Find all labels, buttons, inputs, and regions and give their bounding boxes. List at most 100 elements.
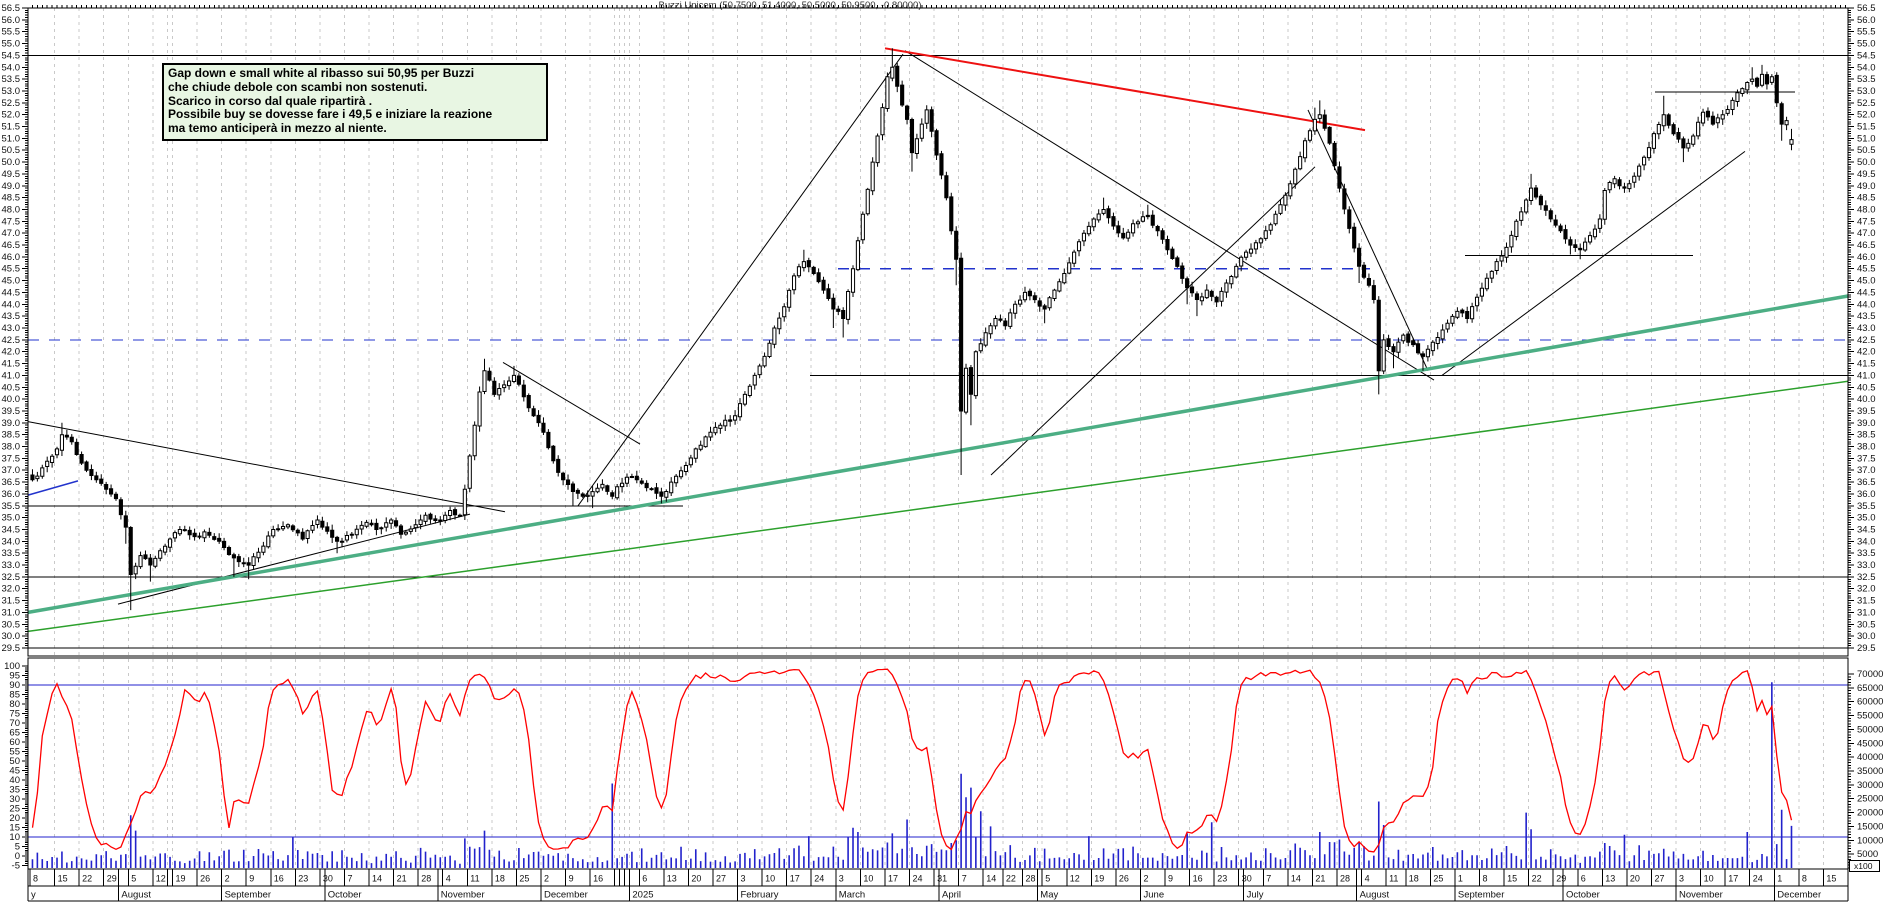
price-axis-label: 32.5 [2, 572, 21, 583]
price-axis-label: 38.5 [1857, 430, 1876, 441]
candles-down [30, 65, 1784, 575]
triangle-down[interactable] [904, 50, 1435, 381]
price-axis-label: 44.0 [2, 299, 21, 310]
price-axis-label: 53.5 [2, 74, 21, 85]
analysis-note-line: Scarico in corso dal quale ripartirà . [168, 93, 373, 108]
price-axis-label: 34.5 [1857, 525, 1876, 536]
price-axis-label: 43.0 [1857, 323, 1876, 334]
price-axis-label: 30.0 [2, 631, 21, 642]
price-axis-label: 47.5 [1857, 216, 1876, 227]
week-tick-label: 3 [839, 874, 844, 884]
price-axis-label: 35.0 [1857, 513, 1876, 524]
week-tick-label: 2 [1144, 874, 1149, 884]
price-axis-label: 31.5 [2, 596, 21, 607]
oscillator-axis-label: 50 [9, 756, 20, 767]
oscillator-axis-label: 25 [9, 804, 20, 815]
volume-axis-label: 25000 [1857, 794, 1883, 805]
price-axis-label: 32.0 [2, 584, 21, 595]
volume-multiplier-label: x100 [1854, 861, 1873, 871]
oscillator-axis-label: 95 [9, 671, 20, 682]
volume-axis-label: 15000 [1857, 821, 1883, 832]
week-tick-label: 4 [1365, 874, 1370, 884]
blue-segment[interactable] [27, 480, 79, 496]
week-tick-label: 28 [1340, 874, 1350, 884]
week-tick-label: 16 [1193, 874, 1203, 884]
price-axis-label: 47.0 [1857, 228, 1876, 239]
price-axis-label: 48.0 [1857, 205, 1876, 216]
triangle-up[interactable] [990, 166, 1316, 476]
week-tick-label: 22 [1006, 874, 1016, 884]
oscillator-axis-label: 60 [9, 737, 20, 748]
week-tick-label: 17 [1728, 874, 1738, 884]
week-tick-label: 22 [1532, 874, 1542, 884]
volume-axis-label: 20000 [1857, 808, 1883, 819]
price-axis-label: 31.0 [1857, 607, 1876, 618]
price-axis-label: 29.5 [1857, 643, 1876, 654]
week-tick-label: 28 [1026, 874, 1036, 884]
price-axis-label: 36.0 [1857, 489, 1876, 500]
july-breakdown[interactable] [1307, 109, 1429, 371]
price-axis-label: 32.0 [1857, 584, 1876, 595]
month-label: February [741, 890, 779, 901]
price-axis-label: 46.5 [2, 240, 21, 251]
price-axis-label: 40.0 [2, 394, 21, 405]
month-label: December [544, 890, 588, 901]
price-axis-label: 32.5 [1857, 572, 1876, 583]
price-axis-label: 39.0 [2, 418, 21, 429]
week-tick-label: 8 [1802, 874, 1807, 884]
oscillator-axis-label: 35 [9, 785, 20, 796]
price-axis-label: 43.5 [1857, 311, 1876, 322]
price-axis-label: 39.5 [1857, 406, 1876, 417]
autumn-support[interactable] [1441, 150, 1746, 376]
week-tick-label: 4 [446, 874, 451, 884]
oscillator-axis-label: 75 [9, 709, 20, 720]
price-axis-label: 39.0 [1857, 418, 1876, 429]
analysis-note[interactable]: Gap down e small white al ribasso sui 50… [162, 63, 548, 141]
green-support-minor[interactable] [27, 380, 1849, 633]
week-tick-label: 15 [1507, 874, 1517, 884]
week-tick-label: 11 [470, 874, 479, 884]
week-tick-label: 28 [421, 874, 431, 884]
price-axis-label: 49.0 [2, 181, 21, 192]
price-axis-label: 54.0 [1857, 62, 1876, 73]
volume-bars [31, 682, 1793, 868]
price-axis-label: 56.0 [2, 15, 21, 26]
week-tick-label: 3 [741, 874, 746, 884]
price-axis-label: 37.0 [2, 465, 21, 476]
price-axis-label: 42.0 [1857, 347, 1876, 358]
week-tick-label: 27 [1655, 874, 1665, 884]
price-axis-label: 42.0 [2, 347, 21, 358]
oscillator-axis-label: 40 [9, 775, 20, 786]
oscillator-axis-label: 10 [9, 832, 20, 843]
price-axis-label: 35.5 [1857, 501, 1876, 512]
week-tick-label: 8 [1483, 874, 1488, 884]
price-axis-label: 41.0 [2, 370, 21, 381]
oscillator-axis-label: 90 [9, 680, 20, 691]
oscillator-line [31, 668, 1793, 853]
price-axis-label: 55.0 [1857, 39, 1876, 50]
week-tick-label: 24 [913, 874, 923, 884]
wedge-down-2024[interactable] [27, 421, 506, 513]
oscillator-axis-label: 70 [9, 718, 20, 729]
oscillator-axis-label: 30 [9, 794, 20, 805]
month-label: March [839, 890, 865, 901]
rally-trend[interactable] [577, 53, 904, 507]
week-tick-label: 11 [1389, 874, 1398, 884]
week-tick-label: 7 [348, 874, 353, 884]
price-axis-label: 37.5 [1857, 453, 1876, 464]
week-tick-label: 31 [937, 874, 947, 884]
oscillator-axis-label: 100 [4, 661, 20, 672]
green-support-major[interactable] [27, 294, 1849, 615]
red-resistance[interactable] [884, 47, 1366, 132]
week-tick-label: 10 [863, 874, 873, 884]
week-tick-label: 7 [1266, 874, 1271, 884]
price-axis-label: 48.0 [2, 205, 21, 216]
price-axis-label: 40.5 [1857, 382, 1876, 393]
price-axis-label: 44.5 [2, 287, 21, 298]
month-label: November [1679, 890, 1723, 901]
week-tick-label: 26 [1119, 874, 1129, 884]
pennant-down[interactable] [502, 361, 641, 445]
volume-axis-label: 5000 [1857, 849, 1878, 860]
week-tick-label: 26 [200, 874, 210, 884]
